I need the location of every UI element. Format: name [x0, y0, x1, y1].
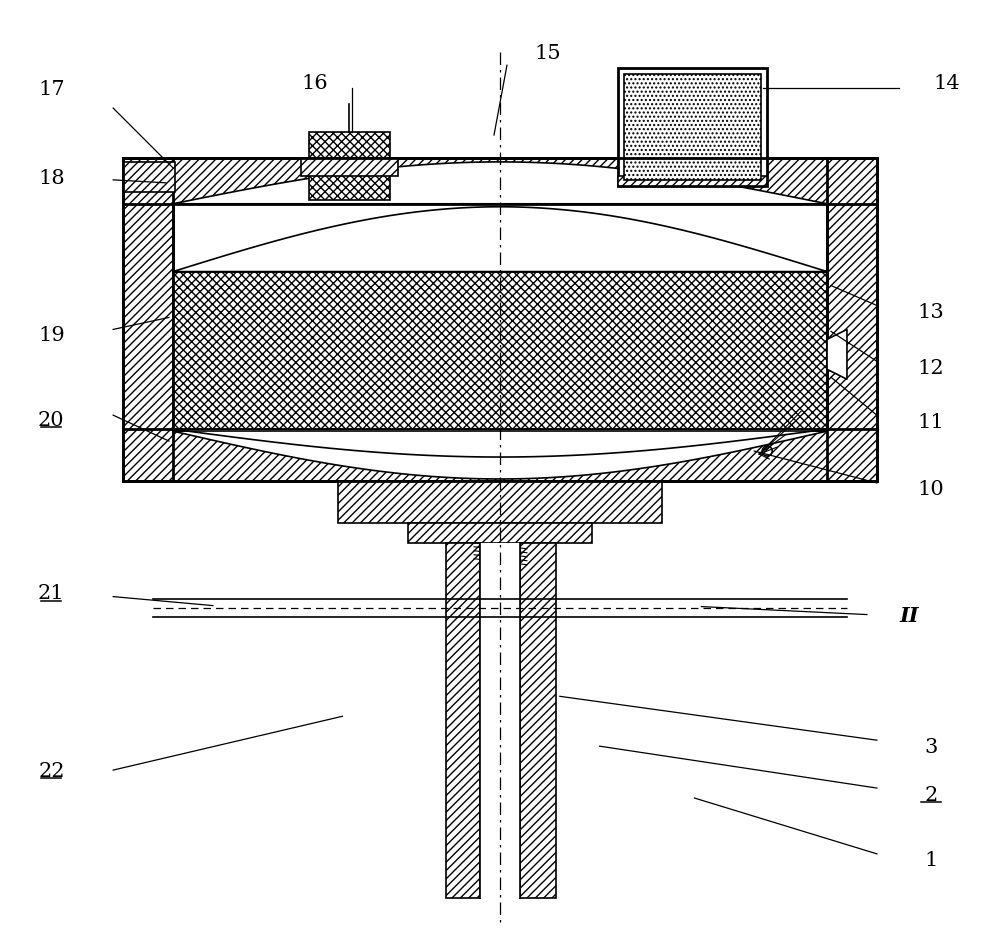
- Polygon shape: [309, 133, 390, 200]
- Polygon shape: [624, 75, 761, 181]
- Text: 21: 21: [38, 583, 65, 603]
- Text: 19: 19: [38, 326, 65, 344]
- Text: 20: 20: [38, 410, 65, 430]
- Polygon shape: [173, 430, 827, 458]
- Text: 3: 3: [924, 737, 937, 756]
- Polygon shape: [618, 69, 767, 186]
- Text: 15: 15: [535, 44, 561, 63]
- Polygon shape: [173, 163, 827, 205]
- Polygon shape: [173, 431, 827, 479]
- Polygon shape: [123, 159, 173, 481]
- Text: II: II: [899, 605, 919, 625]
- Polygon shape: [408, 523, 592, 543]
- Polygon shape: [827, 159, 877, 481]
- Polygon shape: [301, 159, 398, 177]
- Polygon shape: [520, 543, 556, 898]
- Text: 17: 17: [38, 80, 65, 98]
- Text: 1: 1: [924, 851, 937, 870]
- Text: 13: 13: [917, 302, 944, 322]
- Text: 2: 2: [924, 784, 937, 804]
- Text: 22: 22: [38, 761, 65, 780]
- Text: 14: 14: [933, 74, 960, 93]
- Text: 12: 12: [917, 358, 944, 377]
- Polygon shape: [446, 543, 480, 898]
- Polygon shape: [827, 330, 847, 380]
- Polygon shape: [173, 208, 827, 272]
- Polygon shape: [338, 481, 662, 523]
- Text: 18: 18: [38, 169, 65, 188]
- Text: 11: 11: [917, 412, 944, 431]
- Polygon shape: [618, 177, 767, 186]
- Polygon shape: [123, 430, 877, 481]
- Polygon shape: [480, 543, 520, 898]
- Polygon shape: [173, 272, 827, 431]
- Polygon shape: [123, 159, 877, 205]
- Text: 10: 10: [917, 480, 944, 499]
- Polygon shape: [123, 163, 175, 193]
- Text: 16: 16: [301, 74, 328, 93]
